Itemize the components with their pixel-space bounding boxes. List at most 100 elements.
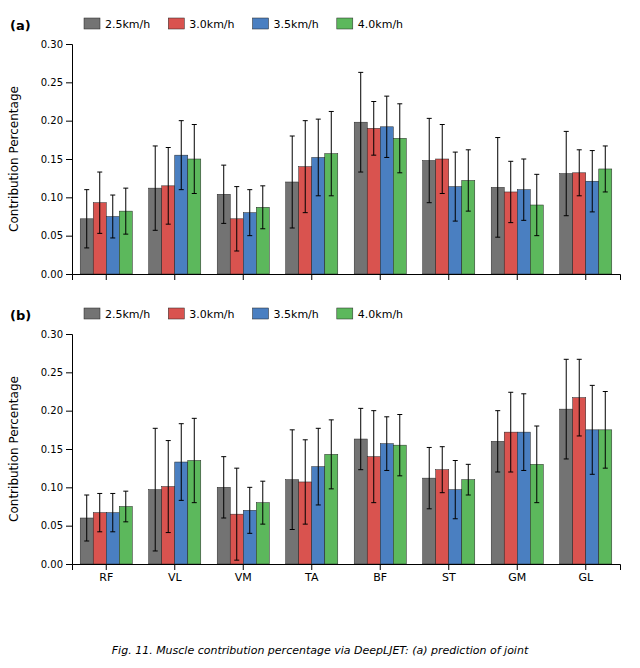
- bar-series: [80, 359, 573, 564]
- y-tick-label: 0.00: [41, 559, 63, 570]
- legend-swatch: [253, 308, 269, 319]
- y-tick: 0.30: [41, 39, 72, 50]
- y-tick-mark: [66, 334, 72, 335]
- legend-label: 3.5km/h: [274, 308, 319, 321]
- y-tick-mark: [66, 159, 72, 160]
- y-tick-mark: [66, 487, 72, 488]
- error-bar: [97, 493, 102, 531]
- y-axis-title: Contribution Percentage: [7, 86, 21, 232]
- panel-label: (a): [10, 18, 31, 33]
- error-bar: [153, 428, 158, 551]
- y-tick-mark: [66, 564, 72, 565]
- bar-series: [106, 385, 599, 564]
- legend-item: 4.0km/h: [337, 18, 403, 31]
- x-tick: [311, 274, 312, 280]
- x-tick-label: ST: [442, 571, 456, 584]
- legend-item: 3.5km/h: [253, 18, 319, 31]
- error-bar: [453, 461, 458, 519]
- y-tick-mark: [66, 449, 72, 450]
- y-tick: 0.00: [41, 559, 72, 570]
- y-tick: 0.30: [41, 329, 72, 340]
- y-tick-mark: [66, 526, 72, 527]
- bar-series: [106, 96, 599, 274]
- error-bar: [110, 493, 115, 531]
- error-bar: [316, 428, 321, 505]
- error-bar: [371, 102, 376, 156]
- error-bar: [590, 385, 595, 474]
- bar-series: [93, 359, 586, 564]
- x-tick: VL: [168, 564, 183, 584]
- x-tick-mark: [106, 564, 107, 570]
- y-tick-mark: [66, 82, 72, 83]
- error-bar: [290, 136, 295, 228]
- error-bar: [358, 72, 363, 172]
- y-tick-mark: [66, 197, 72, 198]
- error-bar: [247, 190, 252, 236]
- x-tick: BF: [373, 564, 387, 584]
- x-tick-label: GL: [578, 571, 594, 584]
- x-tick: GL: [578, 564, 594, 584]
- x-tick: [106, 274, 107, 280]
- x-tick-label: TA: [304, 571, 319, 584]
- error-bar: [440, 447, 445, 493]
- error-bar: [179, 121, 184, 190]
- y-axis-title: Contribution Percentage: [7, 376, 21, 522]
- y-tick-mark: [66, 236, 72, 237]
- legend-swatch: [84, 308, 100, 319]
- x-tick: GM: [508, 564, 526, 584]
- y-tick-label: 0.30: [41, 39, 63, 50]
- y-tick: 0.20: [41, 405, 72, 416]
- y-tick-mark: [66, 274, 72, 275]
- bar-series: [119, 392, 612, 565]
- y-tick: 0.20: [41, 115, 72, 126]
- y-tick: 0.25: [41, 77, 72, 88]
- x-tick-label: RF: [99, 571, 113, 584]
- error-bar: [303, 121, 308, 213]
- error-bar: [192, 418, 197, 502]
- legend-item: 2.5km/h: [84, 18, 150, 31]
- x-tick-mark: [585, 274, 586, 280]
- y-tick-label: 0.20: [41, 405, 63, 416]
- error-bar: [466, 464, 471, 495]
- error-bar: [221, 165, 226, 223]
- error-bar: [329, 420, 334, 489]
- error-bar: [192, 125, 197, 194]
- y-axis: 0.000.050.100.150.200.250.30: [41, 329, 73, 570]
- error-bar: [590, 151, 595, 212]
- legend-label: 4.0km/h: [358, 18, 403, 31]
- x-tick: [174, 274, 175, 280]
- panel: 0.000.050.100.150.200.250.30RFVLVMTABFST…: [7, 308, 621, 584]
- panel: 0.000.050.100.150.200.250.30Contribution…: [7, 18, 621, 281]
- error-bar: [84, 495, 89, 541]
- x-tick-mark: [174, 274, 175, 280]
- y-tick-label: 0.05: [41, 520, 63, 531]
- y-axis-line: [66, 45, 73, 275]
- y-tick-mark: [66, 372, 72, 373]
- error-bar: [564, 131, 569, 215]
- legend-swatch: [84, 18, 100, 29]
- y-axis-line: [66, 335, 73, 565]
- x-tick-mark: [380, 564, 381, 570]
- error-bar: [260, 481, 265, 524]
- x-tick: [585, 274, 586, 280]
- y-tick-mark: [66, 44, 72, 45]
- legend-item: 3.5km/h: [253, 308, 319, 321]
- x-tick-mark: [517, 274, 518, 280]
- legend-label: 3.0km/h: [189, 18, 234, 31]
- x-axis: RF VL VM TA BF ST GM GL: [73, 564, 621, 584]
- error-bar: [371, 411, 376, 503]
- y-tick: 0.15: [41, 444, 72, 455]
- legend: 2.5km/h3.0km/h3.5km/h4.0km/h: [84, 308, 403, 321]
- legend-swatch: [168, 308, 184, 319]
- x-axis: [73, 274, 621, 280]
- error-bar: [166, 441, 171, 533]
- error-bar: [453, 152, 458, 221]
- error-bar: [290, 430, 295, 530]
- x-tick: VM: [235, 564, 252, 584]
- error-bar: [397, 415, 402, 476]
- x-tick-mark: [311, 564, 312, 570]
- x-tick-mark: [380, 274, 381, 280]
- error-bar: [495, 411, 500, 472]
- x-tick-label: VL: [168, 571, 183, 584]
- caption: Fig. 11. Muscle contribution percentage …: [112, 644, 529, 657]
